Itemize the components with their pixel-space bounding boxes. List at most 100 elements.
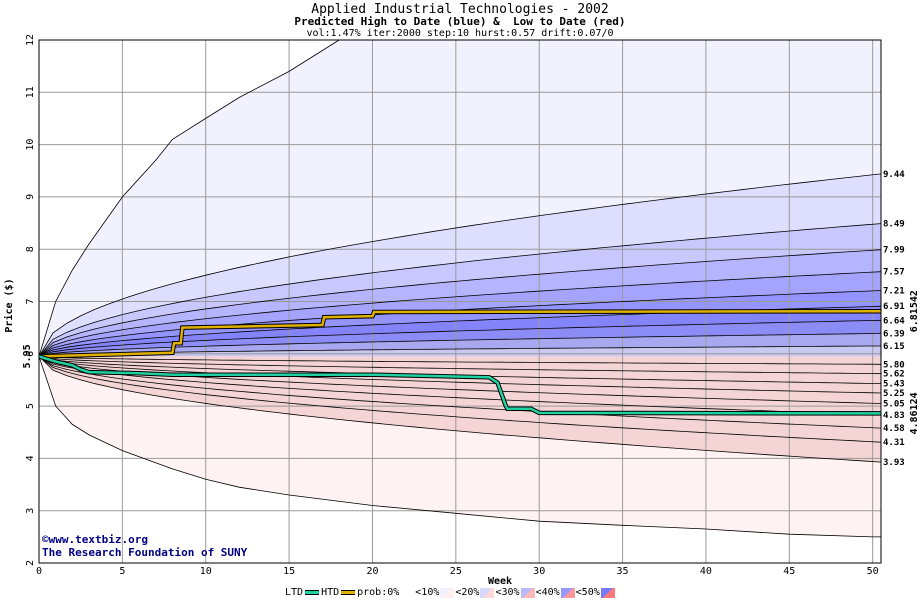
lower-quantile-line-6 — [38, 356, 882, 429]
upper-quantile-line-3 — [38, 271, 882, 357]
x-tick-label-1: 5 — [119, 566, 125, 577]
upper-end-label-6: 6.64 — [883, 316, 905, 326]
lower-end-label-2: 5.43 — [883, 380, 905, 390]
upper-end-label-3: 7.57 — [883, 268, 905, 278]
upper-quantile-line-0 — [38, 173, 882, 357]
legend-htd-label: HTD — [321, 587, 340, 598]
lower-end-label-4: 5.05 — [883, 399, 905, 409]
lower-end-label-1: 5.62 — [883, 370, 905, 380]
x-tick-label-3: 15 — [283, 566, 295, 577]
legend-htd-swatch — [341, 590, 356, 595]
legend-swatch-0 — [400, 587, 415, 598]
chart-subtitle: Predicted High to Date (blue) & Low to D… — [294, 15, 626, 28]
upper-end-label-2: 7.99 — [883, 246, 905, 256]
upper-band-2 — [39, 223, 881, 357]
y-tick-label-1: 3 — [25, 508, 36, 514]
chart-title: Applied Industrial Technologies - 2002 — [311, 2, 609, 17]
credit-site-text: www.textbiz.org — [48, 533, 148, 546]
lower-quantile-line-7 — [38, 356, 882, 443]
upper-end-label-7: 6.39 — [883, 329, 905, 339]
series-ltd-line — [38, 355, 882, 415]
upper-band-8 — [39, 333, 881, 357]
legend-prob-label: prob:0% — [357, 587, 400, 598]
lower-end-label-6: 4.58 — [883, 424, 905, 434]
copyright-symbol: © — [42, 533, 49, 546]
series-htd-line — [38, 309, 882, 358]
legend: LTD HTD prob:0% <10% <20% <30% <40% <50% — [285, 587, 616, 598]
x-tick-label-10: 50 — [867, 566, 879, 577]
legend-swatch-20 — [480, 587, 495, 598]
legend-ltd-label: LTD — [285, 587, 304, 598]
lower-end-label-3: 5.25 — [883, 389, 905, 399]
legend-swatch-30 — [520, 587, 535, 598]
x-tick-label-7: 35 — [617, 566, 629, 577]
upper-band-4 — [39, 271, 881, 357]
y-tick-label-4: 6 — [25, 351, 36, 357]
legend-b50-label: <50% — [575, 587, 600, 598]
lower-envelope-line — [38, 356, 881, 538]
x-axis-label: Week — [488, 576, 512, 587]
start-price-label: 5.95 — [22, 344, 33, 368]
upper-end-label-1: 8.49 — [883, 220, 905, 230]
y-tick-label-10: 12 — [25, 34, 36, 46]
chart-parameters: vol:1.47% iter:2000 step:10 hurst:0.57 d… — [306, 28, 614, 39]
axis-labels: 0 5 10 15 20 25 30 35 40 45 5023456789101112WeekPr… — [3, 34, 920, 587]
upper-envelope-line — [38, 39, 340, 357]
legend-b40-label: <40% — [535, 587, 560, 598]
ltd-end-value: 4.86124 — [909, 392, 920, 434]
lower-end-label-7: 4.31 — [883, 438, 905, 448]
y-tick-label-6: 8 — [25, 246, 36, 252]
upper-end-label-5: 6.91 — [883, 302, 905, 312]
upper-quantile-line-8 — [38, 345, 881, 357]
x-tick-label-0: 0 — [36, 566, 42, 577]
legend-swatch-50 — [600, 587, 615, 598]
upper-quantile-line-2 — [38, 249, 882, 357]
lower-band-9 — [39, 356, 881, 463]
upper-band-7 — [39, 320, 881, 357]
upper-band-3 — [39, 249, 881, 357]
legend-b30-label: <30% — [495, 587, 520, 598]
lower-quantile-line-8 — [38, 356, 882, 463]
lower-quantile-line-1 — [38, 356, 882, 375]
y-axis-label: Price ($) — [3, 278, 15, 332]
upper-quantile-line-7 — [38, 333, 882, 357]
credit-org: The Research Foundation of SUNY — [42, 546, 248, 559]
upper-band-5 — [39, 290, 881, 357]
upper-band-6 — [39, 306, 881, 357]
legend-ltd-swatch — [305, 590, 320, 595]
x-tick-label-8: 40 — [700, 566, 712, 577]
upper-end-label-4: 7.21 — [883, 287, 905, 297]
legend-swatch-40 — [560, 587, 575, 598]
lower-quantile-line-5 — [38, 356, 882, 416]
x-tick-label-5: 25 — [450, 566, 462, 577]
htd-end-value: 6.81542 — [909, 290, 920, 332]
quantile-bands — [39, 40, 881, 537]
upper-end-label-0: 9.44 — [883, 170, 905, 180]
x-tick-label-4: 20 — [366, 566, 378, 577]
upper-band-1 — [39, 173, 881, 357]
legend-swatch-10 — [440, 587, 455, 598]
y-tick-label-0: 2 — [25, 560, 36, 566]
legend-b20-label: <20% — [455, 587, 480, 598]
y-tick-label-2: 4 — [25, 455, 36, 461]
x-tick-label-6: 30 — [533, 566, 545, 577]
y-tick-label-5: 7 — [25, 298, 36, 304]
upper-end-label-8: 6.15 — [883, 342, 905, 352]
x-tick-label-2: 10 — [200, 566, 212, 577]
y-tick-label-8: 10 — [25, 139, 36, 151]
upper-quantile-line-1 — [38, 223, 882, 357]
lower-end-label-5: 4.83 — [883, 411, 905, 421]
upper-band-0 — [39, 40, 881, 357]
lower-end-label-0: 5.80 — [883, 360, 905, 370]
legend-b10-label: <10% — [415, 587, 440, 598]
series-lines — [38, 308, 882, 416]
axes — [38, 39, 882, 564]
x-tick-label-9: 45 — [783, 566, 795, 577]
y-tick-label-9: 11 — [25, 86, 36, 98]
plot-frame — [38, 39, 882, 564]
lower-end-label-8: 3.93 — [883, 458, 905, 468]
y-tick-label-7: 9 — [25, 194, 36, 200]
lower-quantile-line-0 — [38, 356, 882, 365]
y-tick-label-3: 5 — [25, 403, 36, 409]
